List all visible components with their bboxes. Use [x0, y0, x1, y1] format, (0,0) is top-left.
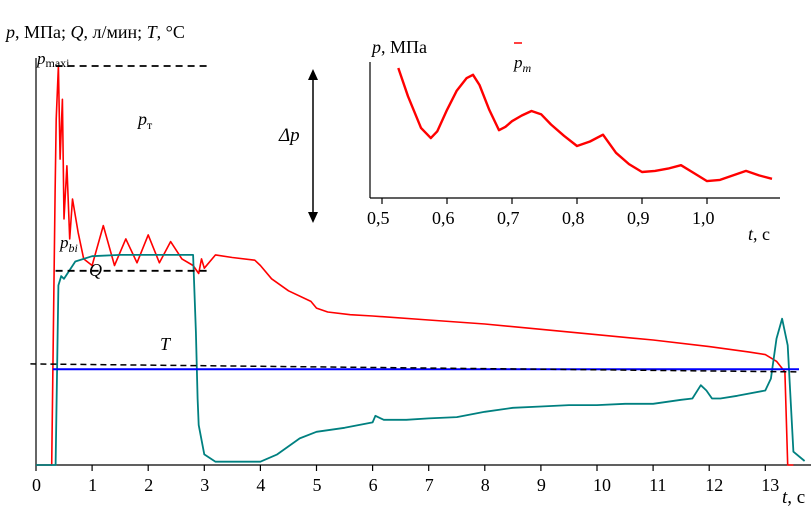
- main-x-tick-label: 4: [256, 475, 265, 495]
- inset-x-ticks: 0,5 0,6 0,7 0,8 0,9 1,0: [367, 198, 715, 228]
- y-title-p-unit: , МПа;: [15, 22, 71, 42]
- main-x-axis-title: t, c: [782, 487, 805, 508]
- q-label: Q: [89, 260, 102, 280]
- main-y-axis-title: p, МПа; Q, л/мин; T, °C: [4, 22, 185, 42]
- series-flow: [36, 253, 806, 466]
- main-x-tick-label: 7: [425, 475, 434, 495]
- y-title-t: T: [147, 22, 159, 42]
- series-pressure: [36, 65, 794, 466]
- inset-p-m-label: pm: [513, 53, 532, 75]
- main-x-tick-label: 8: [481, 475, 490, 495]
- inset-x-tick-label: 0,8: [562, 208, 585, 228]
- inset-background: [368, 55, 780, 255]
- main-x-tick-label: 13: [761, 475, 779, 495]
- inset-x-tick-label: 0,5: [367, 208, 390, 228]
- y-title-p: p: [4, 22, 15, 42]
- y-title-t-unit: , °C: [157, 22, 185, 42]
- y-title-q-unit: , л/мин;: [84, 22, 147, 42]
- inset-chart: p, МПа pm 0,5 0,6 0,7 0,8 0,9 1,0 t, с: [367, 37, 780, 255]
- delta-p-arrow: [308, 69, 318, 223]
- series-t-reference: [30, 363, 800, 373]
- main-x-tick-label: 6: [369, 475, 378, 495]
- main-x-tick-label: 5: [313, 475, 322, 495]
- inset-y-axis-title: p, МПа: [370, 37, 427, 57]
- inset-series-group: [397, 67, 773, 183]
- main-x-tick-label: 10: [593, 475, 611, 495]
- p-t-label: pт: [136, 109, 153, 132]
- inset-x-tick-label: 1,0: [692, 208, 715, 228]
- main-x-tick-label: 12: [705, 475, 723, 495]
- y-title-q: Q: [71, 22, 84, 42]
- inset-series-pressure-detail: [397, 67, 773, 183]
- p-b-label: pbi: [59, 233, 78, 255]
- main-series-group: [30, 65, 806, 466]
- main-x-tick-label: 11: [649, 475, 666, 495]
- main-x-tick-label: 2: [144, 475, 153, 495]
- main-x-tick-label: 0: [32, 475, 41, 495]
- main-x-tick-label: 3: [200, 475, 209, 495]
- main-x-tick-label: 1: [88, 475, 97, 495]
- main-x-ticks: 0 1 2 3 4 5 6 7 8 9 10 11 12 13: [32, 465, 779, 495]
- main-x-tick-label: 9: [537, 475, 546, 495]
- inset-x-tick-label: 0,9: [627, 208, 650, 228]
- delta-p-label: Δp: [278, 125, 300, 146]
- inset-x-axis-title: t, с: [748, 224, 770, 244]
- t-label: T: [160, 334, 172, 354]
- p-max-label: pmaxi: [36, 49, 70, 70]
- inset-x-tick-label: 0,6: [432, 208, 455, 228]
- inset-x-tick-label: 0,7: [497, 208, 520, 228]
